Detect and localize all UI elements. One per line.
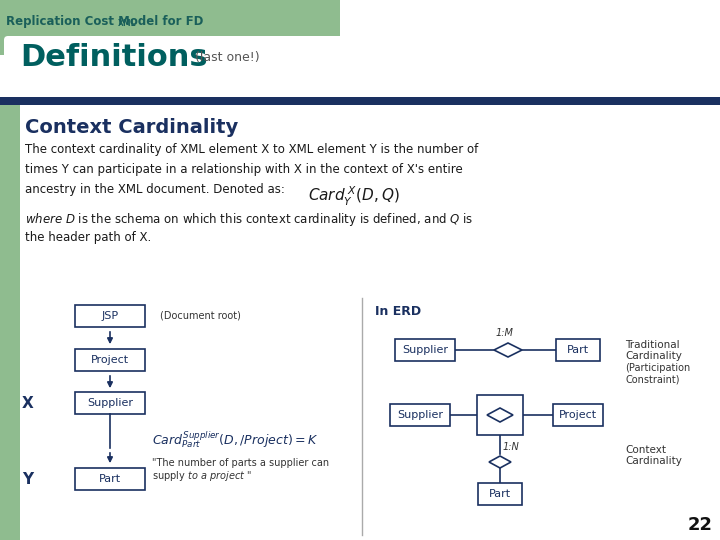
Text: XML: XML bbox=[118, 19, 137, 28]
Polygon shape bbox=[494, 343, 522, 357]
Text: Definitions: Definitions bbox=[20, 44, 207, 72]
Bar bbox=[0, 0, 340, 55]
Text: ancestry in the XML document. Denoted as:: ancestry in the XML document. Denoted as… bbox=[25, 183, 285, 196]
Text: Context: Context bbox=[625, 445, 666, 455]
Text: The context cardinality of XML element X to XML element Y is the number of: The context cardinality of XML element X… bbox=[25, 143, 478, 156]
Text: 22: 22 bbox=[688, 516, 713, 534]
Bar bbox=[75, 305, 145, 327]
Text: X: X bbox=[22, 395, 34, 410]
Text: (Document root): (Document root) bbox=[160, 311, 241, 321]
Text: Replication Cost Model for FD: Replication Cost Model for FD bbox=[6, 15, 203, 28]
Text: Project: Project bbox=[91, 355, 129, 365]
Text: Constraint): Constraint) bbox=[625, 374, 680, 384]
Text: In ERD: In ERD bbox=[375, 305, 421, 318]
Text: Part: Part bbox=[489, 489, 511, 499]
Bar bbox=[395, 339, 455, 361]
Text: Supplier: Supplier bbox=[397, 410, 443, 420]
Text: Cardinality: Cardinality bbox=[625, 351, 682, 361]
Bar bbox=[556, 339, 600, 361]
Bar bbox=[0, 105, 20, 540]
Bar bbox=[75, 468, 145, 490]
Text: Cardinality: Cardinality bbox=[625, 456, 682, 466]
Bar bbox=[75, 349, 145, 371]
Text: Y: Y bbox=[22, 471, 34, 487]
Text: (Participation: (Participation bbox=[625, 363, 690, 373]
Text: 1:M: 1:M bbox=[496, 328, 514, 338]
Bar bbox=[477, 395, 523, 435]
Text: "The number of parts a supplier can: "The number of parts a supplier can bbox=[152, 458, 329, 468]
Text: $\mathit{Card}_{\mathit{Part}}^{\mathit{Supplier}}(D,/\mathit{Project}) = K$: $\mathit{Card}_{\mathit{Part}}^{\mathit{… bbox=[152, 429, 318, 450]
FancyBboxPatch shape bbox=[4, 36, 512, 102]
Bar bbox=[0, 97, 720, 105]
Text: times Y can participate in a relationship with X in the context of X's entire: times Y can participate in a relationshi… bbox=[25, 163, 463, 176]
Text: Part: Part bbox=[567, 345, 589, 355]
Polygon shape bbox=[489, 456, 511, 468]
Bar bbox=[478, 483, 522, 505]
Bar bbox=[0, 0, 330, 55]
Text: $\mathit{Card}_{Y}^{\;X}(D,Q)$: $\mathit{Card}_{Y}^{\;X}(D,Q)$ bbox=[308, 185, 400, 208]
Text: 1:N: 1:N bbox=[503, 442, 520, 452]
Polygon shape bbox=[487, 408, 513, 422]
Text: the header path of X.: the header path of X. bbox=[25, 231, 151, 244]
Bar bbox=[553, 404, 603, 426]
Text: JSP: JSP bbox=[102, 311, 119, 321]
Text: Traditional: Traditional bbox=[625, 340, 680, 350]
Text: supply $\it{to\ a\ project}$ ": supply $\it{to\ a\ project}$ " bbox=[152, 469, 252, 483]
Text: Supplier: Supplier bbox=[87, 398, 133, 408]
Bar bbox=[75, 392, 145, 414]
Bar bbox=[390, 404, 450, 426]
Bar bbox=[10, 40, 720, 100]
Text: $\it{where}$ $\it{D}$ is the schema on which this context cardinality is defined: $\it{where}$ $\it{D}$ is the schema on w… bbox=[25, 211, 474, 228]
Text: Supplier: Supplier bbox=[402, 345, 448, 355]
Text: (last one!): (last one!) bbox=[195, 51, 260, 64]
Text: Context Cardinality: Context Cardinality bbox=[25, 118, 238, 137]
Text: Project: Project bbox=[559, 410, 597, 420]
Text: Part: Part bbox=[99, 474, 121, 484]
